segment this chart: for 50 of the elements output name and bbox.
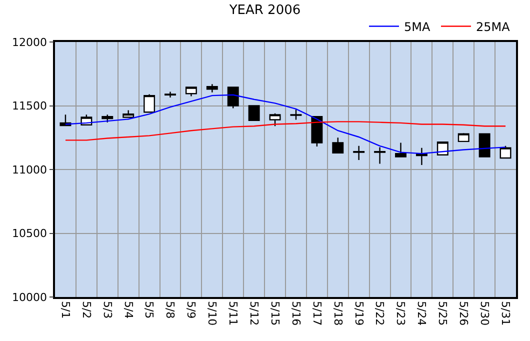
candlestick	[269, 112, 281, 127]
legend-label: 5MA	[404, 20, 431, 34]
candlestick	[227, 86, 239, 109]
candlestick	[332, 137, 344, 154]
x-tick-label: 5/24	[415, 300, 428, 326]
x-tick-label: 5/31	[498, 300, 512, 326]
candlestick	[185, 86, 197, 97]
candlestick	[436, 141, 448, 156]
chart-title: YEAR 2006	[228, 3, 301, 18]
x-tick-label: 5/19	[352, 300, 366, 326]
x-tick-label: 5/30	[478, 300, 491, 326]
x-tick-label: 5/4	[122, 300, 135, 319]
x-tick-label: 5/18	[331, 300, 344, 326]
candlestick	[164, 91, 176, 98]
candlestick	[206, 83, 218, 93]
x-tick-label: 5/12	[247, 300, 260, 326]
candlestick	[144, 94, 156, 113]
candlestick	[374, 146, 386, 164]
line-series	[64, 94, 506, 154]
x-tick-label: 5/5	[142, 300, 156, 319]
y-tick-label: 10000	[12, 290, 48, 304]
x-tick-label: 5/8	[164, 300, 177, 319]
x-tick-label: 5/26	[457, 300, 470, 326]
candlestick	[478, 133, 490, 158]
x-tick-label: 5/25	[436, 300, 450, 326]
x-tick-label: 5/17	[310, 300, 324, 326]
x-tick-label: 5/16	[289, 300, 302, 326]
candlestick	[500, 145, 512, 159]
candlestick	[458, 132, 470, 142]
x-tick-label: 5/2	[80, 300, 93, 319]
x-tick-label: 5/3	[100, 300, 114, 319]
y-tick-label: 11000	[12, 163, 48, 176]
candlestick	[122, 110, 134, 118]
x-tick-label: 5/1	[58, 300, 72, 319]
line-series	[64, 121, 506, 141]
candlestick	[416, 147, 428, 166]
x-tick-label: 5/10	[206, 300, 219, 326]
candlestick	[290, 108, 302, 120]
y-tick-label: 11500	[12, 100, 48, 113]
y-tick-label: 10500	[12, 227, 48, 240]
x-tick-label: 5/9	[184, 300, 198, 319]
legend-label: 25MA	[476, 20, 511, 34]
x-tick-label: 5/22	[373, 300, 386, 326]
candlestick	[311, 116, 323, 148]
x-tick-label: 5/15	[268, 300, 282, 326]
y-tick-label: 12000	[12, 36, 48, 49]
candlestick	[248, 105, 260, 122]
x-tick-label: 5/11	[226, 300, 240, 326]
x-tick-label: 5/23	[394, 300, 408, 326]
candlestick	[353, 145, 365, 161]
